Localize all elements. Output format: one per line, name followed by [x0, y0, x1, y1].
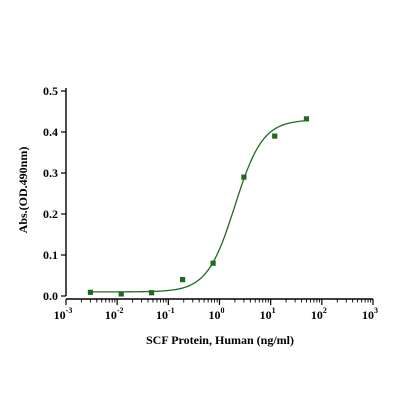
x-axis-title: SCF Protein, Human (ng/ml) [146, 333, 294, 347]
x-axis: 10-3 10-2 10-1 100 101 102 103 SCF Protein, Hu… [54, 298, 378, 347]
data-point [241, 174, 247, 180]
y-ticks: 0.0 0.1 0.2 0.3 0.4 0.5 [43, 84, 66, 303]
x-tick-label: 102 [311, 306, 327, 322]
data-point [210, 260, 216, 266]
x-tick-label: 100 [209, 306, 225, 322]
data-point [118, 291, 124, 297]
y-axis: 0.0 0.1 0.2 0.3 0.4 0.5 Abs.(OD.490nm) [16, 84, 67, 303]
data-point [148, 290, 155, 296]
x-ticks: 10-3 10-2 10-1 100 101 102 103 [54, 299, 378, 322]
x-tick-label: 101 [260, 306, 276, 322]
data-points [87, 116, 310, 297]
data-point [179, 277, 186, 283]
y-tick-label: 0.4 [43, 125, 58, 139]
data-point [272, 133, 278, 139]
y-tick-label: 0.0 [43, 289, 58, 303]
y-tick-label: 0.2 [43, 207, 58, 221]
data-point [303, 116, 310, 122]
y-tick-label: 0.5 [43, 84, 58, 98]
plot-area [87, 116, 310, 297]
y-tick-label: 0.1 [43, 248, 58, 262]
data-point [87, 289, 94, 295]
y-axis-title: Abs.(OD.490nm) [16, 147, 30, 234]
y-tick-label: 0.3 [43, 166, 58, 180]
x-tick-label: 10-2 [105, 306, 124, 322]
x-tick-label: 10-1 [156, 306, 175, 322]
fit-curve [90, 120, 307, 293]
x-tick-label: 103 [362, 306, 378, 322]
x-tick-label: 10-3 [54, 306, 73, 322]
